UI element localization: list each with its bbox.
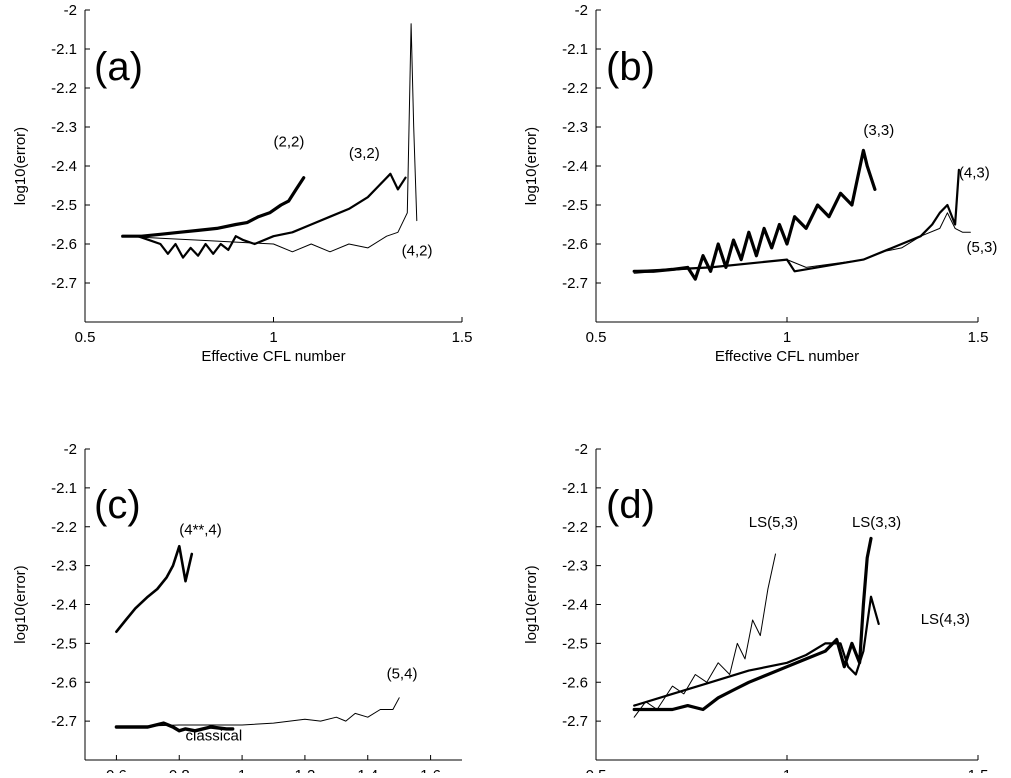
series-line-2: [633, 553, 776, 718]
y-tick-label: -2.3: [51, 558, 77, 575]
x-tick-label: 1.6: [420, 767, 441, 773]
y-tick-label: -2.3: [51, 119, 77, 136]
y-axis-label: log10(error): [12, 127, 29, 205]
y-tick-label: -2.2: [51, 80, 77, 97]
series-annotation: (4**,4): [179, 522, 222, 539]
x-axis-label: Effective CFL number: [715, 348, 859, 365]
series-line-2: [122, 23, 418, 253]
y-tick-label: -2.4: [562, 158, 588, 175]
x-tick-label: 1.5: [968, 767, 989, 773]
series-line-1: [633, 595, 880, 707]
y-tick-label: -2.5: [562, 197, 588, 214]
y-tick-label: -2.1: [51, 41, 77, 58]
series-annotation: (5,4): [387, 665, 418, 682]
x-tick-label: 1.5: [968, 329, 989, 346]
panel-label: (b): [606, 45, 655, 89]
series-line-0: [115, 544, 194, 634]
series-annotation: (2,2): [274, 134, 305, 151]
y-tick-label: -2.5: [51, 635, 77, 652]
x-tick-label: 1.2: [294, 767, 315, 773]
series-annotation: (3,3): [863, 122, 894, 139]
series-annotation: (4,3): [959, 165, 990, 182]
y-tick-label: -2.1: [51, 480, 77, 497]
y-tick-label: -2.4: [51, 158, 77, 175]
panel-a: -2.7 -2.6 -2.5 -2.4 -2.3 -2.2 -2.1 -2 0.5 1 1.5 Eff…: [12, 2, 472, 365]
y-tick-label: -2.2: [51, 519, 77, 536]
series-line-2: [633, 212, 971, 274]
y-tick-label: -2.5: [51, 197, 77, 214]
y-tick-label: -2.1: [562, 480, 588, 497]
y-tick-label: -2.7: [562, 275, 588, 292]
x-tick-label: 1: [269, 329, 277, 346]
y-tick-label: -2.4: [562, 597, 588, 614]
y-tick-label: -2.6: [51, 674, 77, 691]
series-annotation: classical: [186, 728, 243, 745]
x-tick-label: 0.5: [75, 329, 96, 346]
y-tick-label: -2.6: [562, 236, 588, 253]
series-annotation: LS(4,3): [921, 611, 970, 628]
y-tick-label: -2.3: [562, 558, 588, 575]
y-axis-label: log10(error): [523, 127, 540, 205]
series-annotation: (5,3): [967, 239, 998, 256]
panel-label: (c): [94, 483, 141, 527]
y-tick-label: -2.7: [51, 275, 77, 292]
x-tick-label: 0.8: [169, 767, 190, 773]
series-annotation: LS(5,3): [749, 514, 798, 531]
panel-label: (a): [94, 45, 143, 89]
series-annotation: LS(3,3): [852, 514, 901, 531]
panel-d: -2.7-2.6-2.5-2.4-2.3-2.2-2.1-20.511.5Eff…: [523, 441, 989, 778]
series-line-2: [114, 721, 235, 733]
x-tick-label: 0.5: [586, 767, 607, 773]
y-tick-label: -2.5: [562, 635, 588, 652]
y-tick-label: -2.7: [51, 713, 77, 730]
series-line-1: [121, 172, 407, 259]
y-tick-label: -2.4: [51, 597, 77, 614]
series-line-0: [121, 176, 306, 238]
panel-label: (d): [606, 483, 655, 527]
x-tick-label: 1.5: [452, 329, 473, 346]
y-tick-label: -2.3: [562, 119, 588, 136]
y-tick-label: -2.2: [562, 519, 588, 536]
y-tick-label: -2.1: [562, 41, 588, 58]
series-line-0: [632, 536, 873, 712]
y-tick-label: -2.2: [562, 80, 588, 97]
x-axis-label: Effective CFL number: [201, 348, 345, 365]
x-tick-label: 1: [783, 329, 791, 346]
x-tick-label: 0.5: [586, 329, 607, 346]
x-tick-label: 1.4: [357, 767, 378, 773]
panel-b: -2.7 -2.6 -2.5 -2.4 -2.3 -2.2 -2.1 -2 0.5 1 1.5 Eff…: [523, 2, 997, 365]
y-axis-label: log10(error): [523, 565, 540, 643]
panel-c: -2.7 -2.6 -2.5 -2.4 -2.3 -2.2 -2.1 -2 0.6 0.8 1 1.2…: [12, 441, 462, 778]
series-annotation: (3,2): [349, 145, 380, 162]
y-tick-label: -2.6: [562, 674, 588, 691]
x-tick-label: 1: [783, 767, 791, 773]
y-tick-label: -2: [64, 441, 77, 458]
x-tick-label: 0.6: [106, 767, 127, 773]
series-line-0: [632, 148, 877, 281]
series-annotation: (4,2): [402, 243, 433, 260]
series-line-1: [115, 697, 400, 728]
y-tick-label: -2.7: [562, 713, 588, 730]
y-tick-label: -2.6: [51, 236, 77, 253]
y-tick-label: -2: [575, 2, 588, 19]
y-tick-label: -2: [64, 2, 77, 19]
x-tick-label: 1: [238, 767, 246, 773]
y-tick-label: -2: [575, 441, 588, 458]
y-axis-label: log10(error): [12, 565, 29, 643]
